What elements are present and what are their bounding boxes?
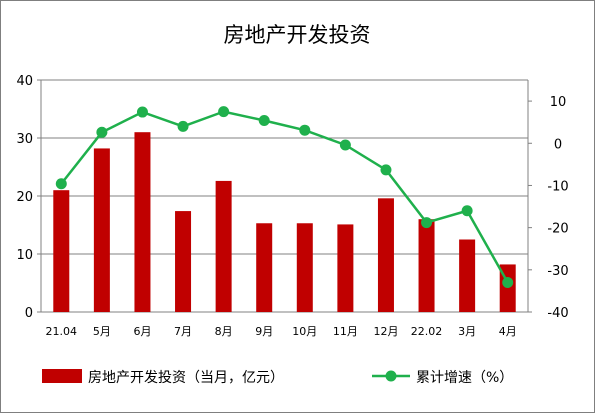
bar	[53, 190, 70, 312]
x-tick-label: 12月	[373, 325, 398, 338]
x-tick-label: 10月	[292, 325, 317, 338]
x-tick-label: 21.04	[46, 325, 78, 338]
legend-bar-swatch	[42, 369, 82, 383]
growth-point	[461, 205, 473, 217]
left-tick-label: 20	[16, 190, 33, 205]
left-axis-ticks: 0 10 20 30 40	[16, 74, 41, 321]
legend-bar-label: 房地产开发投资（当月，亿元）	[88, 370, 284, 386]
growth-point	[218, 106, 230, 118]
left-tick-label: 10	[16, 248, 33, 263]
bar	[418, 219, 435, 312]
x-tick-label: 3月	[458, 325, 476, 338]
legend: 房地产开发投资（当月，亿元） 累计增速（%）	[42, 369, 513, 386]
left-tick-label: 30	[16, 132, 33, 147]
growth-point	[502, 276, 514, 288]
bar	[377, 198, 394, 312]
x-tick-label: 7月	[174, 325, 192, 338]
bar	[215, 180, 232, 312]
legend-line-label: 累计增速（%）	[416, 370, 513, 386]
right-tick-label: 0	[554, 137, 562, 152]
right-tick-label: -40	[547, 306, 568, 321]
x-tick-label: 9月	[255, 325, 273, 338]
right-tick-label: 10	[550, 95, 567, 110]
bar	[296, 223, 313, 312]
left-tick-label: 40	[16, 74, 33, 89]
growth-line	[60, 110, 509, 284]
x-tick-label: 22.02	[411, 325, 443, 338]
legend-line-marker	[385, 370, 397, 382]
growth-point	[339, 139, 351, 151]
bar	[459, 239, 476, 312]
x-tick-label: 6月	[133, 325, 151, 338]
growth-point	[380, 164, 392, 176]
right-tick-label: -20	[547, 222, 568, 237]
bar-series	[53, 132, 516, 312]
x-tick-label: 4月	[499, 325, 517, 338]
growth-point	[136, 106, 148, 118]
growth-point	[258, 114, 270, 126]
growth-point	[177, 120, 189, 132]
x-tick-label: 8月	[215, 325, 233, 338]
bar	[337, 224, 354, 312]
chart-title: 房地产开发投资	[224, 23, 371, 47]
growth-point	[96, 126, 108, 138]
x-tick-label: 11月	[333, 325, 358, 338]
left-tick-label: 0	[25, 306, 33, 321]
right-tick-label: -30	[547, 264, 568, 279]
x-axis-ticks: 21.04 5月 6月 7月 8月 9月 10月 11月 12月 22.02 3月 4月	[46, 325, 517, 338]
bar	[175, 211, 192, 312]
growth-point	[299, 124, 311, 136]
growth-point	[421, 217, 433, 229]
growth-point	[55, 178, 67, 190]
line-series	[55, 106, 514, 288]
bar	[93, 148, 110, 312]
right-axis-ticks: -40 -30 -20 -10 0 10	[528, 95, 569, 321]
bar	[134, 132, 151, 312]
gridlines	[40, 79, 529, 313]
x-tick-label: 5月	[93, 325, 111, 338]
right-tick-label: -10	[547, 179, 568, 194]
bar	[256, 223, 273, 312]
